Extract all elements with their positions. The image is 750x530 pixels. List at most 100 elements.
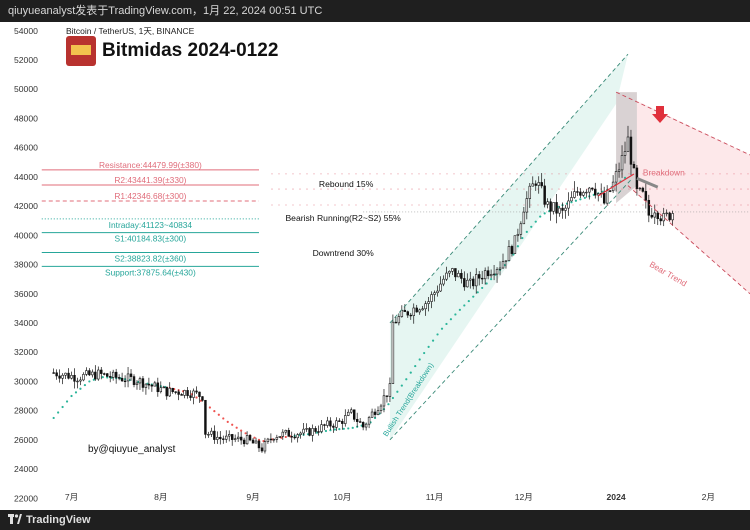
- candle-body: [79, 379, 82, 382]
- candle-body: [466, 279, 469, 288]
- ma-dot: [61, 405, 64, 409]
- ma-dot: [231, 423, 234, 426]
- candle-body: [111, 371, 115, 378]
- x-tick-label: 8月: [154, 492, 167, 502]
- candle-body: [364, 423, 368, 428]
- level-label-5: S2:38823.82(±360): [115, 253, 187, 263]
- candle-body: [397, 316, 401, 324]
- y-tick-label: 36000: [14, 289, 38, 299]
- ma-dot: [485, 282, 488, 285]
- ma-dot: [409, 371, 412, 374]
- ma-dot: [284, 435, 287, 439]
- ma-dot: [226, 420, 229, 423]
- candle-body: [448, 270, 451, 274]
- price-chart[interactable]: Resistance:44479.99(±380) R2:43441.39(±33…: [0, 22, 750, 510]
- candle-body: [126, 373, 130, 382]
- y-tick-label: 28000: [14, 406, 38, 416]
- candle-body: [549, 201, 552, 212]
- candle-body: [510, 246, 514, 254]
- candle-body: [564, 207, 567, 211]
- y-tick-label: 48000: [14, 113, 38, 123]
- ma-dot: [525, 230, 528, 234]
- candle-body: [97, 369, 100, 380]
- candle-body: [103, 373, 106, 375]
- level-label-1: R2:43441.39(±330): [114, 175, 186, 185]
- candle-body: [391, 321, 395, 384]
- candle-body: [614, 171, 618, 183]
- level-label-6: Support:37875.64(±430): [105, 267, 196, 277]
- ma-dot: [405, 378, 408, 381]
- candle-body: [602, 193, 606, 204]
- x-tick-label: 12月: [515, 492, 533, 502]
- candle-body: [546, 201, 549, 205]
- candle-body: [537, 182, 540, 186]
- candle-body: [204, 399, 207, 435]
- ma-dot: [101, 376, 104, 379]
- y-tick-label: 38000: [14, 260, 38, 270]
- candle-body: [123, 380, 127, 383]
- candle-body: [326, 420, 329, 426]
- candle-body: [213, 430, 216, 440]
- candle-body: [555, 202, 558, 214]
- candle-body: [352, 409, 356, 420]
- candle-body: [156, 382, 160, 393]
- candle-body: [403, 309, 407, 312]
- x-axis: 7月 8月 9月 10月 11月 12月 2024 2月: [65, 492, 715, 502]
- candle-body: [370, 411, 374, 418]
- candle-body: [350, 409, 353, 413]
- candle-body: [543, 185, 546, 205]
- candle-body: [653, 212, 656, 218]
- candle-body: [257, 440, 261, 449]
- candle-body: [141, 378, 145, 388]
- y-axis: 22000 24000 26000 28000 30000 32000 34000 36000…: [14, 26, 38, 504]
- chart-area[interactable]: Resistance:44479.99(±380) R2:43441.39(±33…: [0, 22, 750, 510]
- candle-body: [576, 191, 579, 193]
- candle-body: [132, 376, 136, 385]
- ma-dot: [244, 432, 247, 435]
- candle-body: [463, 278, 466, 288]
- candle-body: [433, 292, 436, 295]
- candle-body: [225, 435, 228, 440]
- ma-dot: [351, 426, 354, 429]
- candle-body: [472, 278, 475, 287]
- candle-body: [219, 436, 222, 440]
- ma-dot: [539, 215, 542, 218]
- footer-brand: TradingView: [26, 514, 91, 526]
- candle-body: [513, 235, 517, 254]
- candle-body: [108, 376, 112, 378]
- candle-body: [531, 183, 534, 187]
- candle-body: [507, 246, 511, 262]
- candle-body: [382, 395, 386, 407]
- candle-body: [597, 193, 600, 196]
- ma-dot: [427, 345, 430, 348]
- ma-dot: [342, 427, 345, 430]
- y-tick-label: 30000: [14, 376, 38, 386]
- candle-body: [287, 430, 290, 437]
- ma-dot: [445, 322, 448, 326]
- ma-dot: [440, 327, 444, 330]
- candle-body: [424, 303, 427, 310]
- symbol-label: Bitcoin / TetherUS, 1天, BINANCE: [66, 26, 195, 36]
- candle-body: [483, 270, 487, 280]
- candle-body: [665, 212, 668, 215]
- ma-dot: [431, 339, 435, 342]
- candle-body: [106, 373, 109, 377]
- candle-body: [129, 373, 133, 377]
- candle-body: [439, 283, 442, 292]
- candle-body: [480, 277, 484, 280]
- candle-body: [153, 382, 157, 387]
- breakdown-arrow-icon: [652, 106, 668, 123]
- ma-dot: [391, 396, 395, 400]
- ma-dot: [208, 406, 211, 409]
- candle-body: [230, 434, 234, 440]
- candle-body: [317, 431, 320, 433]
- candle-body: [320, 424, 323, 432]
- candle-body: [430, 294, 433, 302]
- candle-body: [117, 377, 121, 379]
- ma-dot: [574, 199, 578, 202]
- breakdown-grey-line: [636, 176, 659, 189]
- ma-dot: [83, 383, 87, 387]
- y-tick-label: 32000: [14, 347, 38, 357]
- ma-dot: [253, 436, 256, 439]
- candle-body: [308, 428, 311, 436]
